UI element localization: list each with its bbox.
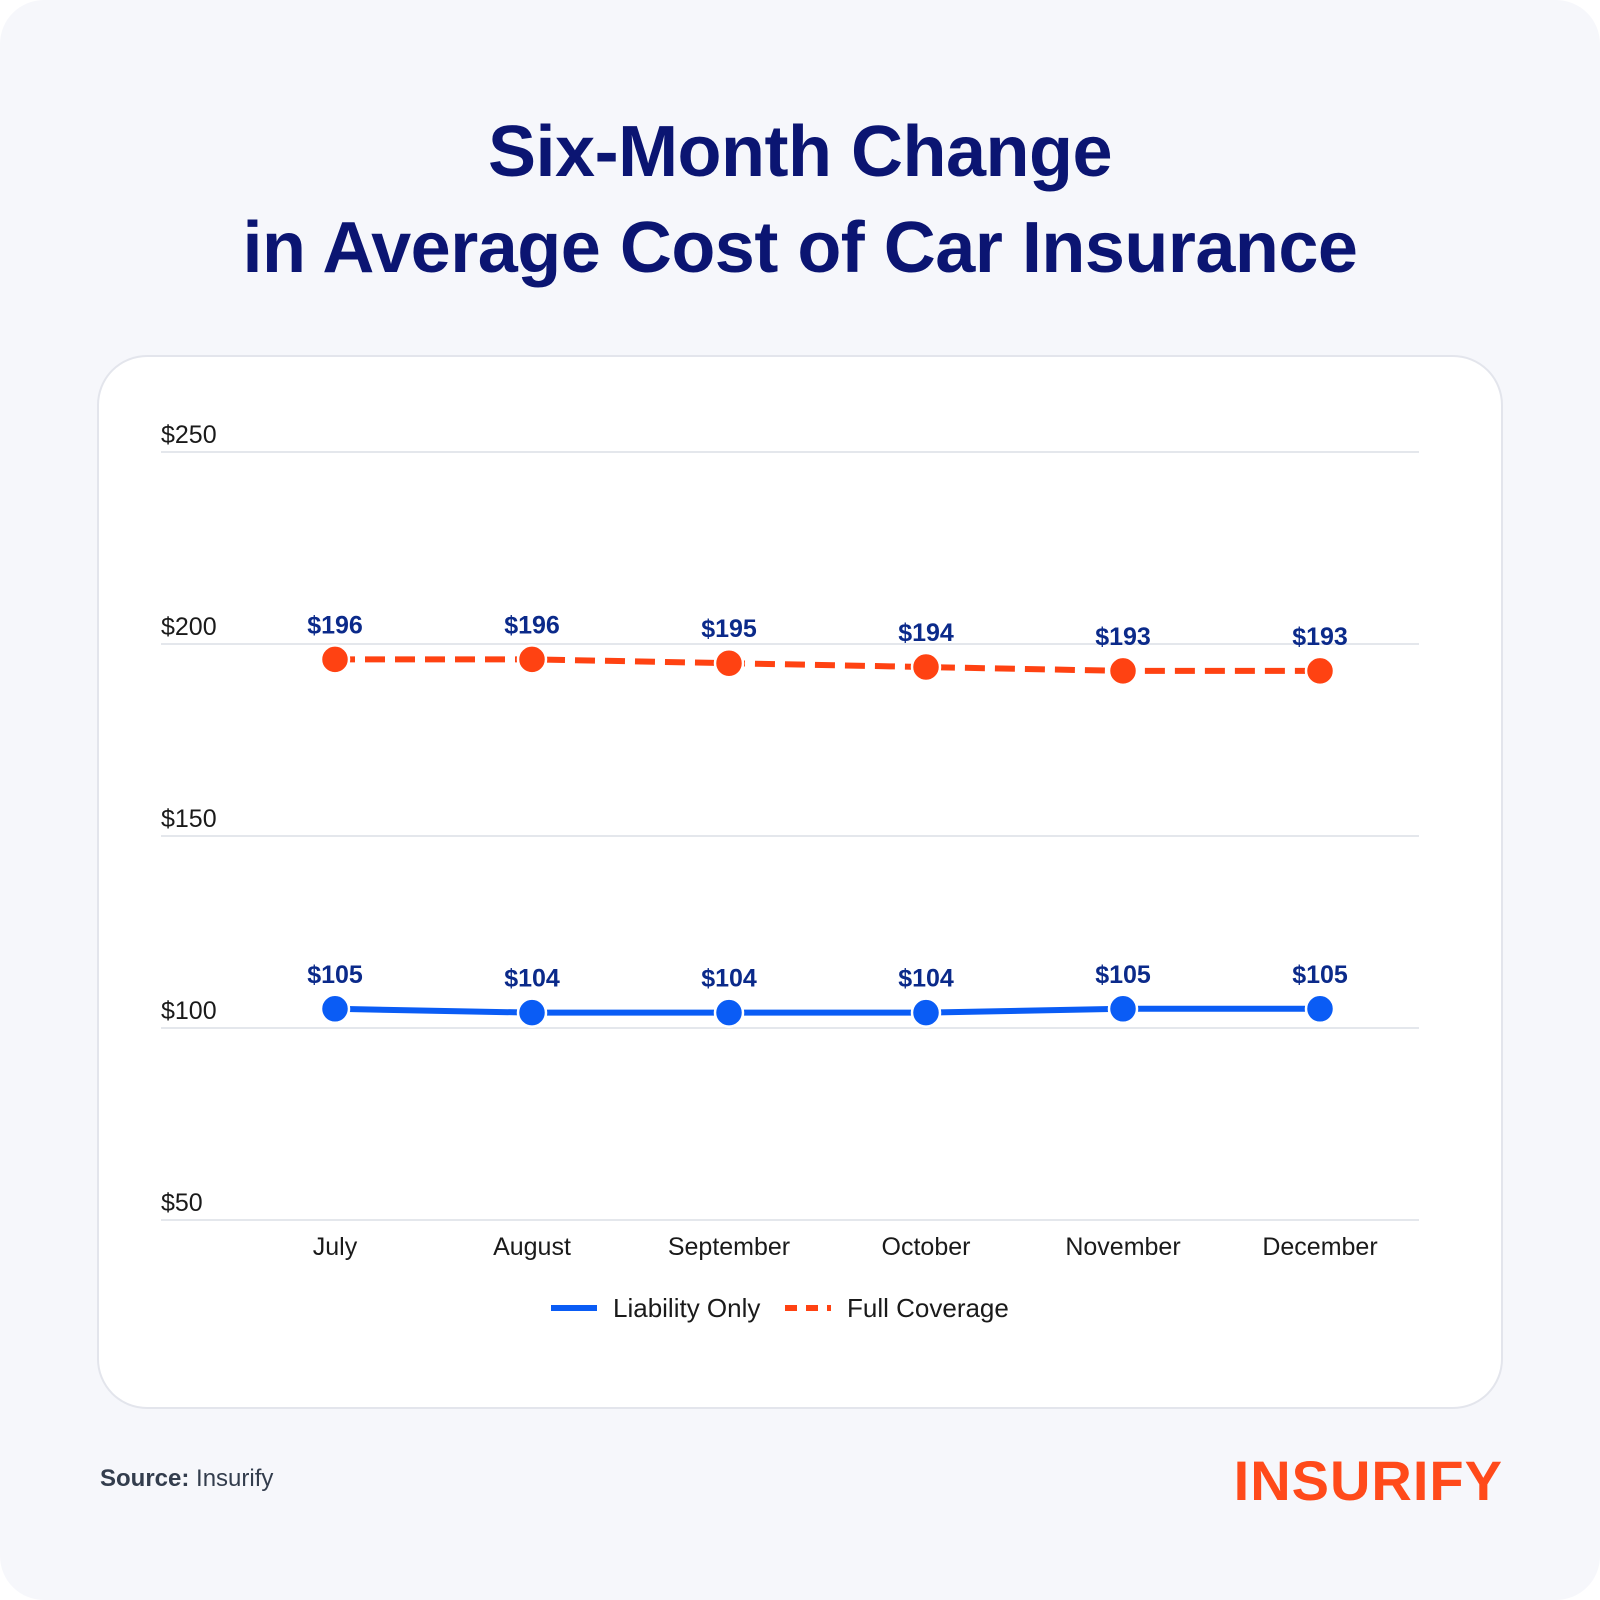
series-full-coverage — [319, 644, 1336, 687]
data-point — [910, 651, 942, 683]
data-label: $105 — [1292, 961, 1348, 989]
source-note: Source: Insurify — [100, 1465, 273, 1493]
data-label: $195 — [701, 615, 757, 643]
y-tick-label: $150 — [161, 805, 217, 833]
data-label: $105 — [307, 961, 363, 989]
series-liability-only — [319, 993, 1336, 1028]
legend: Liability Only Full Coverage — [551, 1293, 1009, 1323]
data-point — [1107, 993, 1139, 1025]
y-tick-label: $200 — [161, 613, 217, 641]
data-point — [1107, 655, 1139, 687]
source-value: Insurify — [189, 1465, 274, 1492]
y-tick-label: $100 — [161, 997, 217, 1025]
gridlines — [161, 451, 1419, 1221]
y-tick-label: $50 — [161, 1189, 203, 1217]
series-lines — [319, 644, 1336, 1028]
data-point — [713, 647, 745, 679]
data-label: $193 — [1292, 623, 1348, 651]
series-line — [334, 1005, 1320, 1016]
data-label: $193 — [1095, 623, 1151, 651]
data-point — [713, 997, 745, 1028]
chart-card: $50 $100 $150 $200 $250 July August September O… — [97, 355, 1503, 1409]
x-tick-label: December — [1262, 1233, 1377, 1261]
chart-title: Six-Month Change in Average Cost of Car … — [0, 104, 1600, 296]
legend-label: Full Coverage — [847, 1293, 1009, 1323]
insurify-logo: INSURIFY — [1233, 1449, 1503, 1512]
y-tick-label: $250 — [161, 421, 217, 449]
data-point — [516, 644, 548, 675]
line-chart: $50 $100 $150 $200 $250 July August September O… — [161, 421, 1419, 1323]
data-point — [319, 644, 351, 675]
data-label: $196 — [307, 611, 363, 639]
data-point — [1304, 655, 1336, 687]
data-point — [319, 993, 351, 1025]
x-tick-label: September — [668, 1233, 790, 1261]
x-axis-tick-labels: July August September October November Decemb… — [313, 1233, 1378, 1261]
source-label: Source: — [100, 1465, 190, 1492]
legend-label: Liability Only — [613, 1293, 760, 1323]
data-label: $104 — [504, 965, 560, 993]
x-tick-label: October — [882, 1233, 971, 1261]
data-label: $194 — [898, 619, 954, 647]
chart-title-line-2: in Average Cost of Car Insurance — [242, 208, 1358, 288]
data-point — [910, 997, 942, 1028]
x-tick-label: July — [313, 1233, 358, 1261]
series-line — [335, 656, 1320, 674]
chart-title-line-1: Six-Month Change — [488, 112, 1112, 192]
data-point — [1304, 993, 1336, 1025]
data-label: $104 — [701, 965, 757, 993]
x-tick-label: August — [493, 1233, 571, 1261]
data-point — [516, 997, 548, 1028]
data-label: $104 — [898, 965, 954, 993]
data-label: $196 — [504, 611, 560, 639]
data-labels: $105 $104 $104 $104 $105 $105 $196 $196 $195 $194… — [307, 611, 1348, 992]
x-tick-label: November — [1065, 1233, 1180, 1261]
data-label: $105 — [1095, 961, 1151, 989]
y-axis-tick-labels: $50 $100 $150 $200 $250 — [161, 421, 217, 1217]
